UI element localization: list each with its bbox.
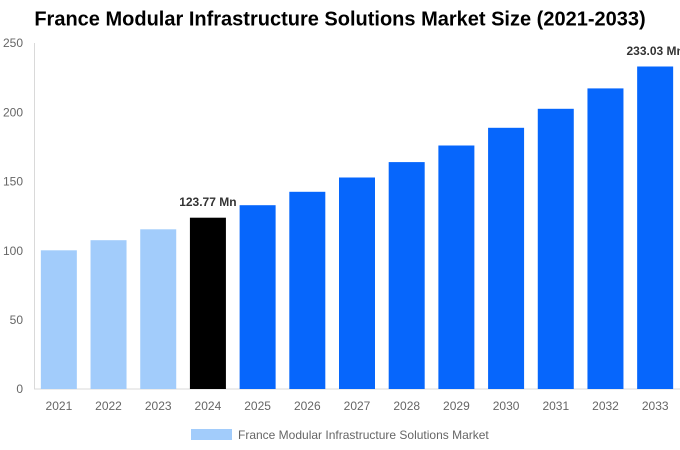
svg-text:2025: 2025 xyxy=(244,399,271,413)
svg-text:150: 150 xyxy=(3,175,23,189)
svg-text:2029: 2029 xyxy=(443,399,470,413)
svg-text:0: 0 xyxy=(16,382,23,396)
svg-text:2023: 2023 xyxy=(145,399,172,413)
svg-text:50: 50 xyxy=(10,313,24,327)
svg-text:2030: 2030 xyxy=(493,399,520,413)
svg-text:2031: 2031 xyxy=(542,399,569,413)
svg-text:123.77 Mn: 123.77 Mn xyxy=(179,195,236,209)
svg-text:2032: 2032 xyxy=(592,399,619,413)
svg-text:100: 100 xyxy=(3,244,23,258)
svg-text:2024: 2024 xyxy=(195,399,222,413)
svg-text:France Modular Infrastructure: France Modular Infrastructure Solutions … xyxy=(238,428,489,442)
svg-text:233.03 Mn: 233.03 Mn xyxy=(627,44,680,58)
svg-text:200: 200 xyxy=(3,105,23,119)
svg-text:250: 250 xyxy=(3,36,23,50)
svg-text:2022: 2022 xyxy=(95,399,122,413)
svg-text:2033: 2033 xyxy=(642,399,669,413)
svg-text:France Modular Infrastructure: France Modular Infrastructure Solutions … xyxy=(34,9,645,31)
svg-text:2028: 2028 xyxy=(393,399,420,413)
svg-text:2026: 2026 xyxy=(294,399,321,413)
svg-text:2021: 2021 xyxy=(46,399,73,413)
svg-text:2027: 2027 xyxy=(344,399,371,413)
